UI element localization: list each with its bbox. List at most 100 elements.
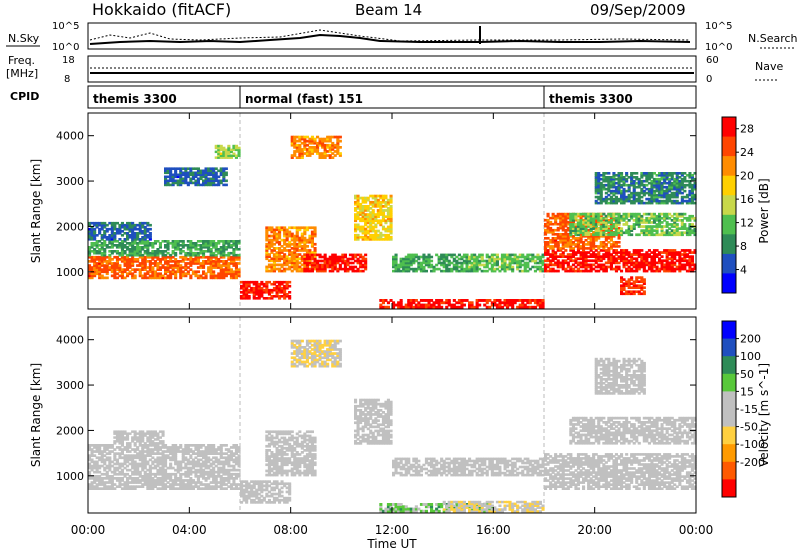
velocity-scatter-region	[392, 457, 545, 477]
x-tick-label: 12:00	[375, 523, 410, 537]
noise-sky-label: N.Sky	[8, 32, 40, 45]
nave-tick-bottom: 0	[706, 74, 712, 85]
x-axis-label: Time UT	[366, 537, 417, 551]
velocity-colorbar-cell	[722, 338, 736, 357]
date-label: 09/Sep/2009	[590, 1, 686, 19]
noise-right-tick-bottom: 10^0	[705, 42, 732, 53]
velocity-colorbar-cell	[722, 479, 736, 498]
power-y-tick-label: 2000	[56, 220, 84, 233]
noise-left-tick-top: 10^5	[52, 21, 79, 32]
velocity-scatter-region	[88, 444, 241, 490]
power-y-tick-label: 4000	[56, 130, 84, 143]
x-tick-label: 04:00	[172, 523, 207, 537]
x-tick-label: 20:00	[577, 523, 612, 537]
velocity-scatter-region	[594, 357, 646, 395]
x-tick-label: 16:00	[476, 523, 511, 537]
velocity-colorbar-tick-label: 50	[740, 368, 754, 381]
power-scatter-region	[164, 167, 228, 187]
velocity-y-tick-label: 3000	[56, 379, 84, 392]
velocity-ylabel: Slant Range [km]	[29, 363, 43, 467]
velocity-scatter-region	[113, 430, 165, 445]
noise-sky-trace	[89, 33, 691, 45]
power-colorbar-cell	[722, 214, 736, 235]
power-colorbar-cell	[722, 136, 736, 157]
noise-search-label: N.Search	[748, 32, 798, 45]
power-colorbar-tick-label: 20	[740, 170, 754, 183]
nave-tick-top: 60	[706, 55, 719, 66]
power-colorbar-cell	[722, 234, 736, 255]
freq-unit-label: [MHz]	[6, 67, 38, 80]
velocity-scatter-region	[569, 416, 697, 445]
velocity-y-tick-label: 2000	[56, 424, 84, 437]
freq-label: Freq.	[8, 54, 35, 67]
power-ylabel: Slant Range [km]	[29, 159, 43, 263]
power-scatter-region	[594, 172, 697, 205]
velocity-colorbar-tick-label: -200	[740, 456, 765, 469]
power-scatter-region	[620, 276, 646, 296]
power-scatter-region	[88, 221, 152, 241]
power-y-tick-label: 1000	[56, 266, 84, 279]
velocity-scatter-region	[290, 339, 342, 368]
velocity-colorbar-cell	[722, 444, 736, 463]
velocity-colorbar-cell	[722, 373, 736, 392]
noise-panel: N.Sky 10^5 10^0 N.Search 10^5 10^0	[6, 21, 798, 53]
power-scatter-region	[569, 212, 697, 237]
frequency-panel: Freq. [MHz] 18 8 Nave 60 0	[6, 54, 783, 85]
freq-tick-bottom: 8	[64, 74, 70, 85]
power-scatter-region	[544, 249, 697, 273]
power-scatter-region	[214, 144, 241, 159]
power-colorbar-cell	[722, 253, 736, 274]
power-scatter-region	[290, 135, 342, 159]
beam-label: Beam 14	[355, 1, 422, 19]
power-colorbar-cell	[722, 156, 736, 177]
power-colorbar-tick-label: 8	[740, 240, 747, 253]
power-scatter-region	[468, 253, 545, 273]
power-scatter-region	[379, 299, 545, 309]
cpid-bar: CPID themis 3300 normal (fast) 151 themis …	[10, 85, 697, 109]
velocity-scatter-region	[354, 398, 393, 445]
station-title: Hokkaido (fitACF)	[92, 0, 231, 19]
power-colorbar-cell	[722, 195, 736, 216]
power-colorbar-label: Power [dB]	[757, 178, 771, 243]
power-scatter-region	[265, 226, 317, 273]
velocity-colorbar-label: Velocity [m s^-1]	[757, 363, 771, 467]
x-tick-label: 08:00	[273, 523, 308, 537]
cpid-segment-label: themis 3300	[93, 92, 177, 106]
power-colorbar-tick-label: 12	[740, 217, 754, 230]
nave-label: Nave	[755, 60, 783, 73]
power-scatter-region	[240, 280, 292, 300]
power-y-tick-label: 3000	[56, 175, 84, 188]
power-scatter-region	[88, 240, 241, 257]
velocity-scatter-region	[442, 500, 545, 513]
velocity-colorbar-cell	[722, 409, 736, 428]
power-colorbar-cell	[722, 273, 736, 294]
power-colorbar-tick-label: 24	[740, 146, 754, 159]
velocity-y-tick-label: 4000	[56, 334, 84, 347]
power-scatter-region	[303, 253, 368, 273]
velocity-scatter-region	[544, 453, 697, 490]
power-colorbar-frame	[721, 116, 737, 294]
velocity-panel: 1000 2000 3000 4000 Slant Range [km] 200 100…	[29, 316, 771, 514]
velocity-colorbar-tick-label: -15	[740, 403, 758, 416]
velocity-colorbar-tick-label: -100	[740, 438, 765, 451]
velocity-colorbar-cell	[722, 461, 736, 480]
noise-left-tick-bottom: 10^0	[52, 42, 79, 53]
power-colorbar-tick-label: 28	[740, 123, 754, 136]
velocity-colorbar-cell	[722, 356, 736, 375]
cpid-segment-label: themis 3300	[549, 92, 633, 106]
velocity-colorbar-cell	[722, 391, 736, 410]
velocity-colorbar-cell	[722, 321, 736, 340]
power-colorbar-cell	[722, 117, 736, 138]
velocity-scatter-region	[265, 430, 317, 477]
velocity-y-tick-label: 1000	[56, 470, 84, 483]
power-panel: 1000 2000 3000 4000 Slant Range [km] 4 8 12 16…	[29, 112, 771, 310]
cpid-segment-label: normal (fast) 151	[245, 92, 363, 106]
velocity-colorbar-tick-label: -50	[740, 421, 758, 434]
freq-tick-top: 18	[62, 55, 75, 66]
power-scatter-region	[354, 194, 393, 241]
noise-right-tick-top: 10^5	[705, 21, 732, 32]
velocity-colorbar-tick-label: 15	[740, 385, 754, 398]
velocity-colorbar-cell	[722, 426, 736, 445]
power-scatter-region	[88, 255, 241, 280]
